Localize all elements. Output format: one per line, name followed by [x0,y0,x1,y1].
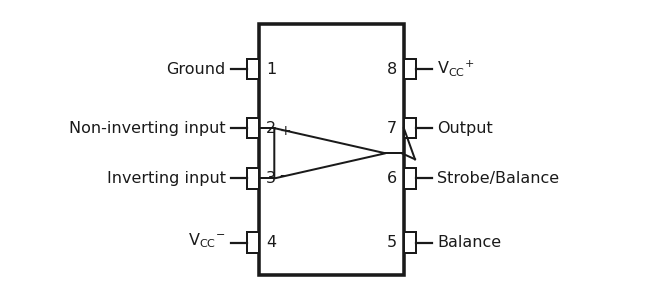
Text: 3: 3 [266,171,276,186]
Bar [259,24,404,275]
Text: Inverting input: Inverting input [107,171,225,186]
Bar [247,118,259,138]
Text: 4: 4 [266,235,276,250]
Bar [247,232,259,253]
Text: Output: Output [438,120,493,136]
Text: Ground: Ground [166,62,225,77]
Bar [404,118,416,138]
Text: 5: 5 [387,235,397,250]
Text: Balance: Balance [438,235,501,250]
Text: V$_{\mathregular{CC}}$$^{+}$: V$_{\mathregular{CC}}$$^{+}$ [438,58,475,77]
Bar [404,168,416,188]
Text: 7: 7 [387,120,397,136]
Text: -: - [280,168,285,183]
Bar [404,232,416,253]
Bar [247,59,259,79]
Bar [247,168,259,188]
Text: V$_{\mathregular{CC}}$$^{-}$: V$_{\mathregular{CC}}$$^{-}$ [188,232,225,250]
Text: +: + [280,124,291,138]
Text: 2: 2 [266,120,276,136]
Text: 1: 1 [266,62,276,77]
Text: 8: 8 [387,62,397,77]
Text: 6: 6 [387,171,397,186]
Bar [404,59,416,79]
Text: Non-inverting input: Non-inverting input [69,120,225,136]
Text: Strobe/Balance: Strobe/Balance [438,171,560,186]
